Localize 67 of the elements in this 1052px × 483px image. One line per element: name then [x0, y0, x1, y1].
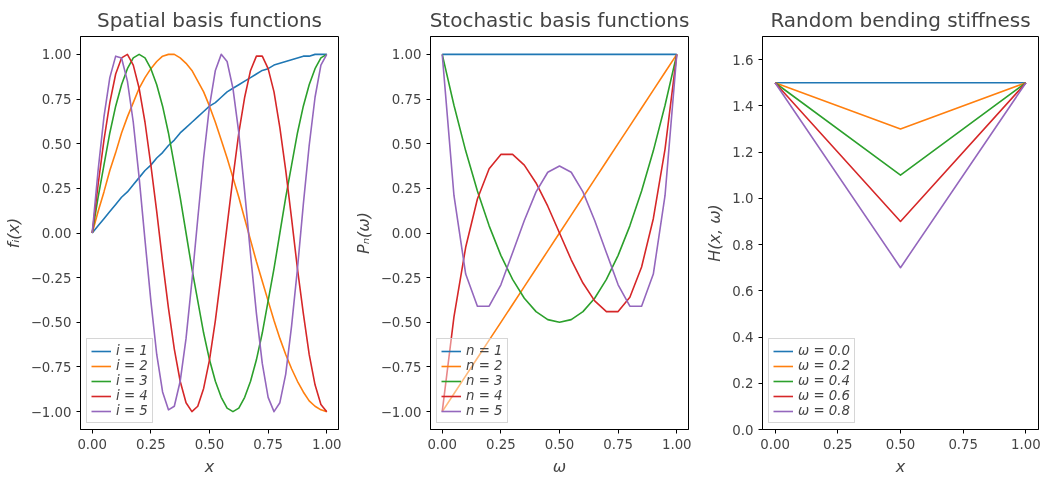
y-tick-label: 1.4 [732, 98, 754, 114]
x-tick-label: 0.75 [253, 436, 283, 452]
line-series [91, 53, 328, 413]
x-tick-label: 0.25 [136, 436, 166, 452]
y-tick-label: −0.50 [30, 315, 72, 331]
y-tick-label: 0.00 [391, 226, 422, 241]
y-tick-label: −0.50 [380, 315, 422, 331]
line-series [441, 53, 678, 413]
chart-title: Stochastic basis functions [429, 7, 690, 32]
legend-label: ω = 0.2 [798, 358, 850, 373]
y-tick-label: 0.75 [41, 92, 72, 108]
legend-label: i = 2 [116, 358, 148, 373]
y-tick-label: 0.4 [732, 330, 754, 346]
y-tick-label: −0.75 [30, 359, 72, 375]
x-tick-label: 0.00 [427, 436, 458, 452]
y-tick-label: −0.75 [380, 359, 422, 375]
y-tick-label: −0.25 [380, 270, 422, 286]
legend-label: ω = 0.6 [798, 388, 850, 403]
x-tick-label: 0.50 [194, 436, 225, 452]
y-tick-label: 0.25 [41, 181, 72, 197]
y-tick-label: 0.75 [391, 92, 422, 108]
legend-label: i = 1 [116, 343, 148, 358]
x-axis-title: ω [552, 456, 567, 476]
y-tick-label: −0.25 [30, 270, 72, 286]
legend-label: i = 5 [116, 403, 148, 418]
x-tick-label: 1.00 [1011, 436, 1041, 452]
legend-label: n = 5 [466, 403, 503, 418]
x-tick-label: 0.75 [948, 436, 979, 452]
legend-label: ω = 0.0 [798, 343, 850, 358]
x-tick-label: 1.00 [311, 436, 342, 452]
y-axis-title: fᵢ(x) [3, 217, 23, 249]
legend-label: n = 4 [466, 388, 503, 403]
y-tick-label: 1.2 [732, 145, 754, 161]
y-tick-label: 0.50 [391, 136, 422, 152]
x-tick-label: 0.50 [885, 436, 916, 452]
legend-label: i = 3 [116, 373, 148, 388]
x-tick-label: 0.50 [544, 436, 575, 452]
x-tick-label: 0.75 [603, 436, 633, 452]
y-tick-label: 0.6 [732, 283, 754, 299]
x-tick-label: 0.00 [77, 436, 108, 452]
legend-label: ω = 0.8 [798, 403, 850, 418]
y-tick-label: 1.00 [391, 47, 422, 63]
y-tick-label: 0.2 [732, 376, 754, 392]
x-tick-label: 1.00 [661, 436, 692, 452]
legend-label: n = 3 [466, 373, 503, 388]
legend-label: ω = 0.4 [798, 373, 850, 388]
legend-label: i = 4 [116, 388, 148, 403]
chart-title: Random bending stiffness [770, 7, 1031, 32]
line-series [91, 53, 328, 234]
y-tick-label: 1.0 [732, 191, 754, 207]
x-tick-label: 0.25 [486, 436, 516, 452]
y-tick-label: 0.8 [732, 237, 754, 253]
y-tick-label: −1.00 [380, 404, 422, 420]
y-tick-label: 0.00 [41, 226, 72, 241]
x-axis-title: x [203, 456, 215, 476]
x-tick-label: 0.00 [760, 436, 790, 452]
y-tick-label: −1.00 [30, 404, 72, 420]
y-axis-title: Pₙ(ω) [353, 212, 373, 254]
y-axis-title: H(x, ω) [705, 204, 725, 262]
y-tick-label: 0.50 [41, 136, 72, 152]
y-tick-label: 1.6 [732, 52, 754, 68]
x-axis-title: x [894, 456, 906, 476]
y-tick-label: 0.25 [391, 181, 422, 197]
y-tick-label: 0.0 [732, 422, 754, 438]
y-tick-label: 1.00 [41, 47, 72, 63]
chart-title: Spatial basis functions [96, 7, 323, 32]
x-tick-label: 0.25 [822, 436, 853, 452]
